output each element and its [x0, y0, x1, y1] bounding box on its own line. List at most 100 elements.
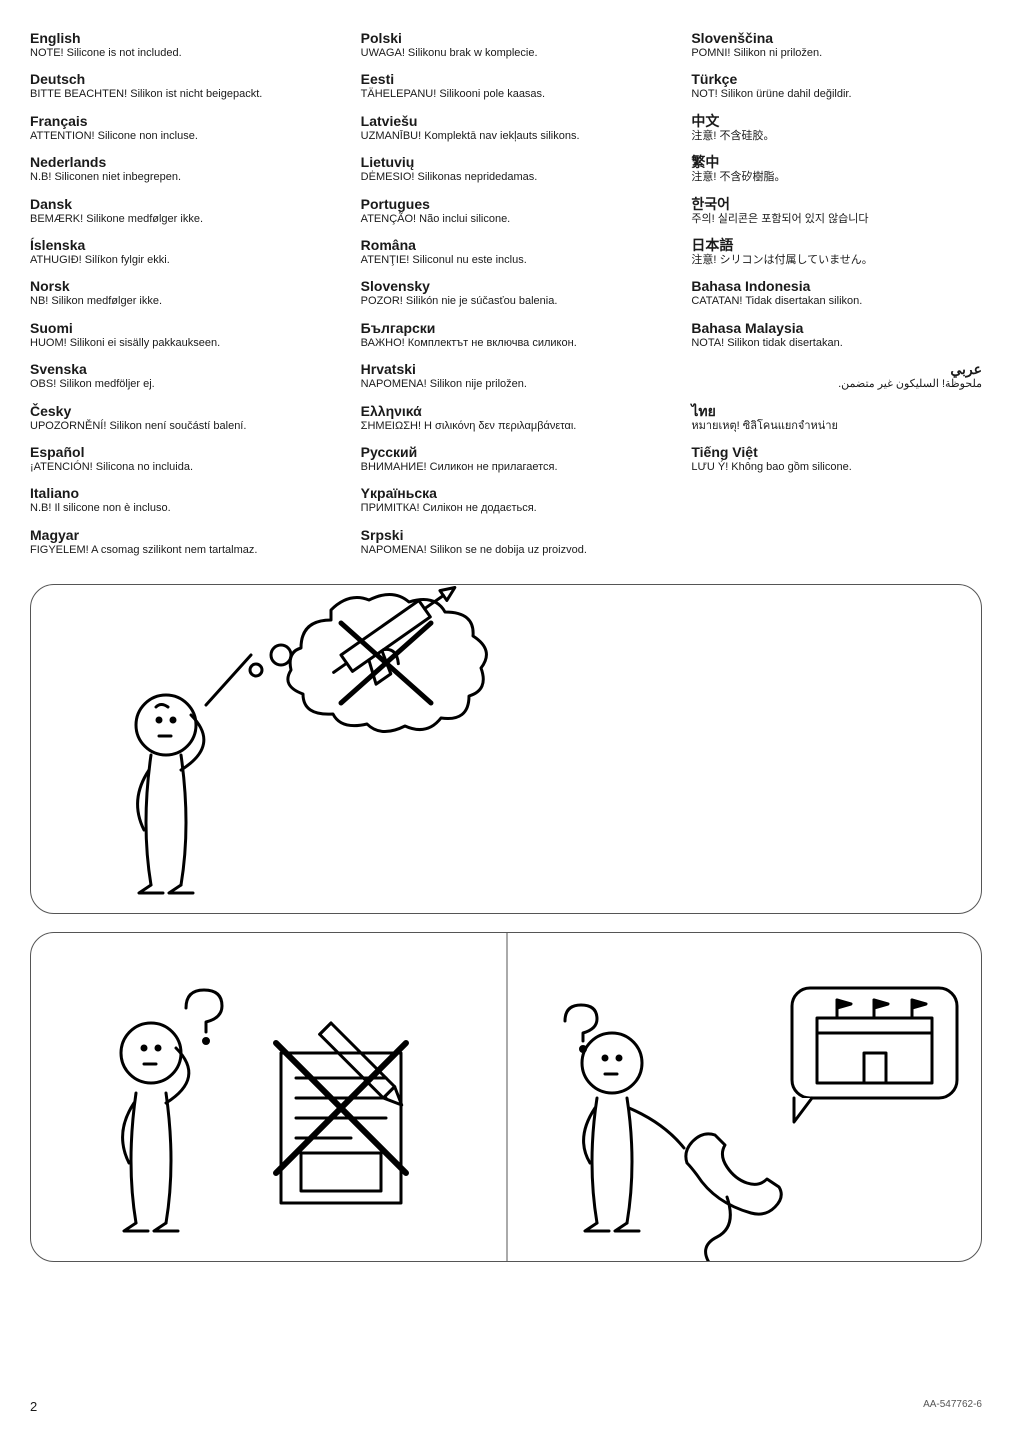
- language-entry: NorskNB! Silikon medfølger ikke.: [30, 278, 321, 308]
- language-note: ATHUGIÐ! Silíkon fylgir ekki.: [30, 253, 321, 267]
- language-name: Česky: [30, 403, 321, 419]
- language-name: Slovenščina: [691, 30, 982, 46]
- language-entry: FrançaisATTENTION! Silicone non incluse.: [30, 113, 321, 143]
- language-name: Bahasa Malaysia: [691, 320, 982, 336]
- language-name: Hrvatski: [361, 361, 652, 377]
- language-note: ملحوظة! السليكون غير متضمن.: [691, 377, 982, 391]
- language-name: 中文: [691, 113, 982, 129]
- language-name: Dansk: [30, 196, 321, 212]
- language-entry: EnglishNOTE! Silicone is not included.: [30, 30, 321, 60]
- language-note: 주의! 실리콘은 포함되어 있지 않습니다: [691, 212, 982, 226]
- language-entry: LietuviųDĖMESIO! Silikonas nepridedamas.: [361, 154, 652, 184]
- language-entry: RomânaATENŢIE! Siliconul nu este inclus.: [361, 237, 652, 267]
- language-entry: ΕλληνικάΣΗΜΕΙΩΣΗ! Η σιλικόνη δεν περιλαμ…: [361, 403, 652, 433]
- language-name: Româna: [361, 237, 652, 253]
- language-note: NAPOMENA! Silikon nije priložen.: [361, 377, 652, 391]
- language-note: ¡ATENCIÓN! Silicona no incluida.: [30, 460, 321, 474]
- language-note: ATTENTION! Silicone non incluse.: [30, 129, 321, 143]
- language-note: POMNI! Silikon ni priložen.: [691, 46, 982, 60]
- column-1: EnglishNOTE! Silicone is not included. De…: [30, 30, 321, 568]
- language-entry: 日本語注意! シリコンは付属していません。: [691, 237, 982, 267]
- language-note: N.B! Il silicone non è incluso.: [30, 501, 321, 515]
- language-note: OBS! Silikon medföljer ej.: [30, 377, 321, 391]
- language-name: Slovensky: [361, 278, 652, 294]
- language-entry: عربيملحوظة! السليكون غير متضمن.: [691, 361, 982, 391]
- language-name: 繁中: [691, 154, 982, 170]
- language-entry: Tiếng ViệtLƯU Ý! Không bao gồm silicone.: [691, 444, 982, 474]
- language-note: BEMÆRK! Silikone medfølger ikke.: [30, 212, 321, 226]
- language-note: BITTE BEACHTEN! Silikon ist nicht beigep…: [30, 87, 321, 101]
- language-entry: ItalianoN.B! Il silicone non è incluso.: [30, 485, 321, 515]
- language-name: Nederlands: [30, 154, 321, 170]
- language-name: Íslenska: [30, 237, 321, 253]
- language-name: Türkçe: [691, 71, 982, 87]
- language-note: ПРИМІТКА! Силікон не додається.: [361, 501, 652, 515]
- language-note: UZMANĪBU! Komplektā nav iekļauts silikon…: [361, 129, 652, 143]
- language-name: Srpski: [361, 527, 652, 543]
- language-note: NOT! Silikon ürüne dahil değildir.: [691, 87, 982, 101]
- language-name: Français: [30, 113, 321, 129]
- page-number: 2: [30, 1399, 37, 1414]
- language-entry: БългарскиВАЖНО! Комплектът не включва си…: [361, 320, 652, 350]
- language-entry: YкраїньскаПРИМІТКА! Силікон не додається…: [361, 485, 652, 515]
- language-note: 注意! シリコンは付属していません。: [691, 253, 982, 267]
- figure-box-2: [30, 932, 982, 1262]
- language-name: Italiano: [30, 485, 321, 501]
- page-footer: 2 AA-547762-6: [30, 1399, 982, 1414]
- language-note: ΣΗΜΕΙΩΣΗ! Η σιλικόνη δεν περιλαμβάνεται.: [361, 419, 652, 433]
- language-name: Svenska: [30, 361, 321, 377]
- language-entry: MagyarFIGYELEM! A csomag szilikont nem t…: [30, 527, 321, 557]
- language-entry: LatviešuUZMANĪBU! Komplektā nav iekļauts…: [361, 113, 652, 143]
- language-note: 注意! 不含硅胶。: [691, 129, 982, 143]
- language-entry: TürkçeNOT! Silikon ürüne dahil değildir.: [691, 71, 982, 101]
- language-entry: EestiTÄHELEPANU! Silikooni pole kaasas.: [361, 71, 652, 101]
- language-entry: SrpskiNAPOMENA! Silikon se ne dobija uz …: [361, 527, 652, 557]
- illustration-1: [31, 585, 982, 914]
- language-name: Deutsch: [30, 71, 321, 87]
- language-note: ВАЖНО! Комплектът не включва силикон.: [361, 336, 652, 350]
- language-entry: SlovenščinaPOMNI! Silikon ni priložen.: [691, 30, 982, 60]
- language-name: Български: [361, 320, 652, 336]
- language-note: N.B! Siliconen niet inbegrepen.: [30, 170, 321, 184]
- language-entry: SvenskaOBS! Silikon medföljer ej.: [30, 361, 321, 391]
- column-2: PolskiUWAGA! Silikonu brak w komplecie.E…: [361, 30, 652, 568]
- language-entry: РусскийВНИМАНИЕ! Силикон не прилагается.: [361, 444, 652, 474]
- language-name: Suomi: [30, 320, 321, 336]
- language-name: Русский: [361, 444, 652, 460]
- language-note: POZOR! Silikón nie je súčasťou balenia.: [361, 294, 652, 308]
- language-note: ATENŢIE! Siliconul nu este inclus.: [361, 253, 652, 267]
- language-note: DĖMESIO! Silikonas nepridedamas.: [361, 170, 652, 184]
- language-entry: Español¡ATENCIÓN! Silicona no incluida.: [30, 444, 321, 474]
- language-entry: ไทยหมายเหตุ! ซิลิโคนแยกจำหน่าย: [691, 403, 982, 433]
- language-entry: Bahasa MalaysiaNOTA! Silikon tidak diser…: [691, 320, 982, 350]
- language-entry: ÍslenskaATHUGIÐ! Silíkon fylgir ekki.: [30, 237, 321, 267]
- language-entry: 繁中注意! 不含矽樹脂。: [691, 154, 982, 184]
- language-name: Ελληνικά: [361, 403, 652, 419]
- document-id: AA-547762-6: [923, 1399, 982, 1414]
- language-entry: NederlandsN.B! Siliconen niet inbegrepen…: [30, 154, 321, 184]
- language-note: NB! Silikon medfølger ikke.: [30, 294, 321, 308]
- language-entry: HrvatskiNAPOMENA! Silikon nije priložen.: [361, 361, 652, 391]
- language-name: Eesti: [361, 71, 652, 87]
- language-entry: SuomiHUOM! Silikoni ei sisälly pakkaukse…: [30, 320, 321, 350]
- language-entry: DeutschBITTE BEACHTEN! Silikon ist nicht…: [30, 71, 321, 101]
- language-name: Norsk: [30, 278, 321, 294]
- language-name: English: [30, 30, 321, 46]
- language-name: ไทย: [691, 403, 982, 419]
- column-3: SlovenščinaPOMNI! Silikon ni priložen. Tü…: [691, 30, 982, 568]
- language-entry: SlovenskyPOZOR! Silikón nie je súčasťou …: [361, 278, 652, 308]
- language-name: Tiếng Việt: [691, 444, 982, 460]
- language-name: 日本語: [691, 237, 982, 253]
- language-name: عربي: [691, 361, 982, 377]
- language-note: NOTA! Silikon tidak disertakan.: [691, 336, 982, 350]
- language-name: Magyar: [30, 527, 321, 543]
- language-name: 한국어: [691, 196, 982, 212]
- language-entry: ČeskyUPOZORNĚNÍ! Silikon není součástí b…: [30, 403, 321, 433]
- language-note: FIGYELEM! A csomag szilikont nem tartalm…: [30, 543, 321, 557]
- language-name: Lietuvių: [361, 154, 652, 170]
- language-note: 注意! 不含矽樹脂。: [691, 170, 982, 184]
- language-note: ВНИМАНИЕ! Силикон не прилагается.: [361, 460, 652, 474]
- language-name: Español: [30, 444, 321, 460]
- language-name: Bahasa Indonesia: [691, 278, 982, 294]
- language-note: LƯU Ý! Không bao gồm silicone.: [691, 460, 982, 474]
